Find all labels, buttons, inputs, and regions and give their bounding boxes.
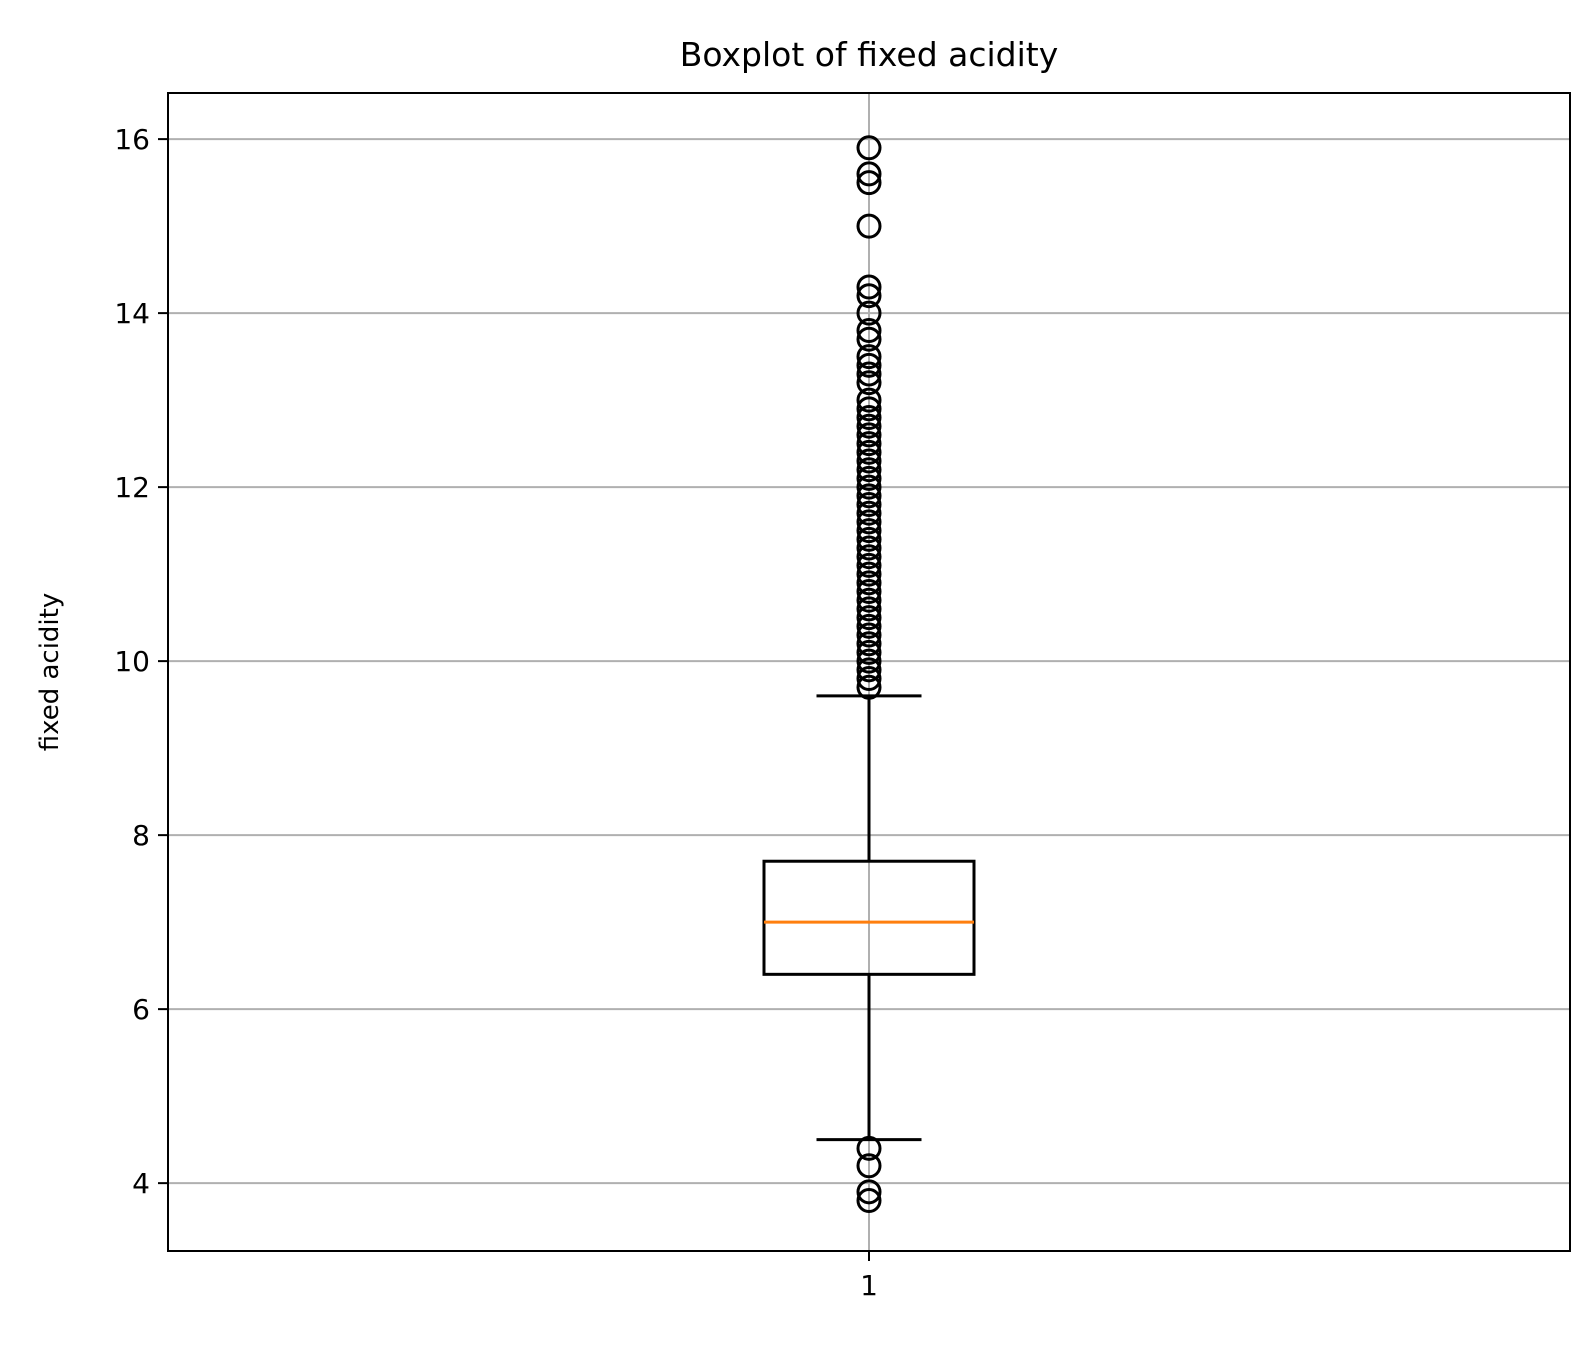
outlier-point: [856, 413, 882, 439]
outlier-point: [856, 500, 882, 526]
outlier-point: [856, 1188, 882, 1214]
outlier-point: [856, 448, 882, 474]
outlier-point: [856, 483, 882, 509]
y-tick-label: 12: [114, 471, 150, 504]
y-tick-label: 14: [114, 297, 150, 330]
outlier-point: [856, 387, 882, 413]
outlier-point: [856, 596, 882, 622]
outlier-point: [856, 518, 882, 544]
plot-area: [762, 135, 976, 1214]
outlier-point: [856, 170, 882, 196]
outlier-point: [856, 526, 882, 552]
outlier-point: [856, 283, 882, 309]
chart-title: Boxplot of fixed acidity: [680, 35, 1059, 74]
outlier-point: [856, 431, 882, 457]
outlier-point: [856, 213, 882, 239]
outlier-point: [856, 457, 882, 483]
outlier-point: [856, 639, 882, 665]
y-tick-label: 4: [132, 1167, 150, 1200]
outlier-point: [856, 405, 882, 431]
outlier-point: [856, 674, 882, 700]
outlier-point: [856, 344, 882, 370]
outlier-point: [856, 509, 882, 535]
outlier-point: [856, 1179, 882, 1205]
outlier-point: [856, 1153, 882, 1179]
outlier-point: [856, 561, 882, 587]
outlier-point: [856, 396, 882, 422]
y-tick-label: 16: [114, 123, 150, 156]
y-axis-label: fixed acidity: [35, 593, 65, 752]
outlier-point: [856, 361, 882, 387]
outlier-point: [856, 422, 882, 448]
outlier-point: [856, 492, 882, 518]
outlier-point: [856, 648, 882, 674]
y-tick-label: 8: [132, 819, 150, 852]
iqr-box: [762, 859, 976, 976]
outlier-point: [856, 161, 882, 187]
outlier-point: [856, 570, 882, 596]
outlier-point: [856, 544, 882, 570]
outlier-point: [856, 579, 882, 605]
outlier-point: [856, 1135, 882, 1161]
outlier-point: [856, 622, 882, 648]
outlier-point: [856, 631, 882, 657]
outlier-point: [856, 300, 882, 326]
outlier-point: [856, 605, 882, 631]
outlier-point: [856, 465, 882, 491]
y-tick-label: 10: [114, 645, 150, 678]
outlier-point: [856, 552, 882, 578]
outlier-point: [856, 370, 882, 396]
outlier-point: [856, 352, 882, 378]
outlier-point: [856, 474, 882, 500]
outlier-point: [856, 318, 882, 344]
outlier-point: [856, 657, 882, 683]
axis-ticks: 4 6 8 10 12 14 16 1: [114, 123, 878, 1302]
y-tick-label: 6: [132, 993, 150, 1026]
outlier-point: [856, 274, 882, 300]
outlier-point: [856, 326, 882, 352]
outlier-point: [856, 439, 882, 465]
outlier-point: [856, 666, 882, 692]
outlier-point: [856, 135, 882, 161]
outlier-point: [856, 613, 882, 639]
x-tick-label: 1: [860, 1269, 878, 1302]
outlier-point: [856, 535, 882, 561]
outlier-point: [856, 587, 882, 613]
